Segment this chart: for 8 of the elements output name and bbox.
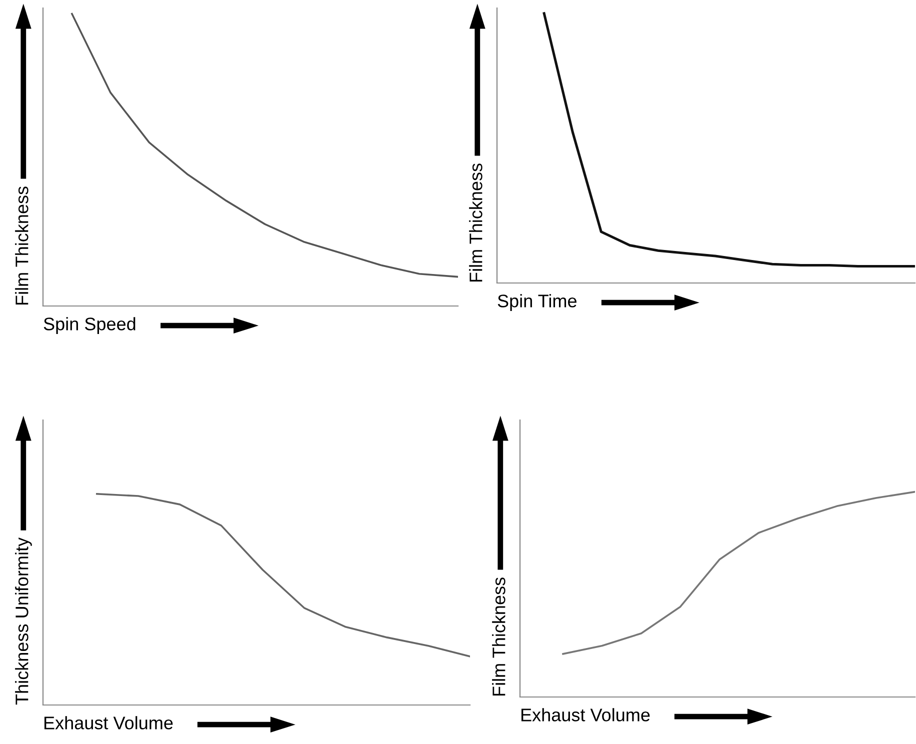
x-axis-title: Exhaust Volume — [44, 716, 173, 730]
y-axis-title: Film Thickness — [15, 186, 28, 305]
y-axis-title: Film Thickness — [492, 578, 506, 696]
x-axis-title: Spin Time — [498, 294, 576, 311]
y-axis-title: Thickness Uniformity — [15, 537, 32, 705]
y-axis-title: Film Thickness — [469, 164, 482, 282]
x-axis-title: Spin Speed — [44, 317, 136, 334]
x-axis-title: Exhaust Volume — [521, 708, 650, 722]
